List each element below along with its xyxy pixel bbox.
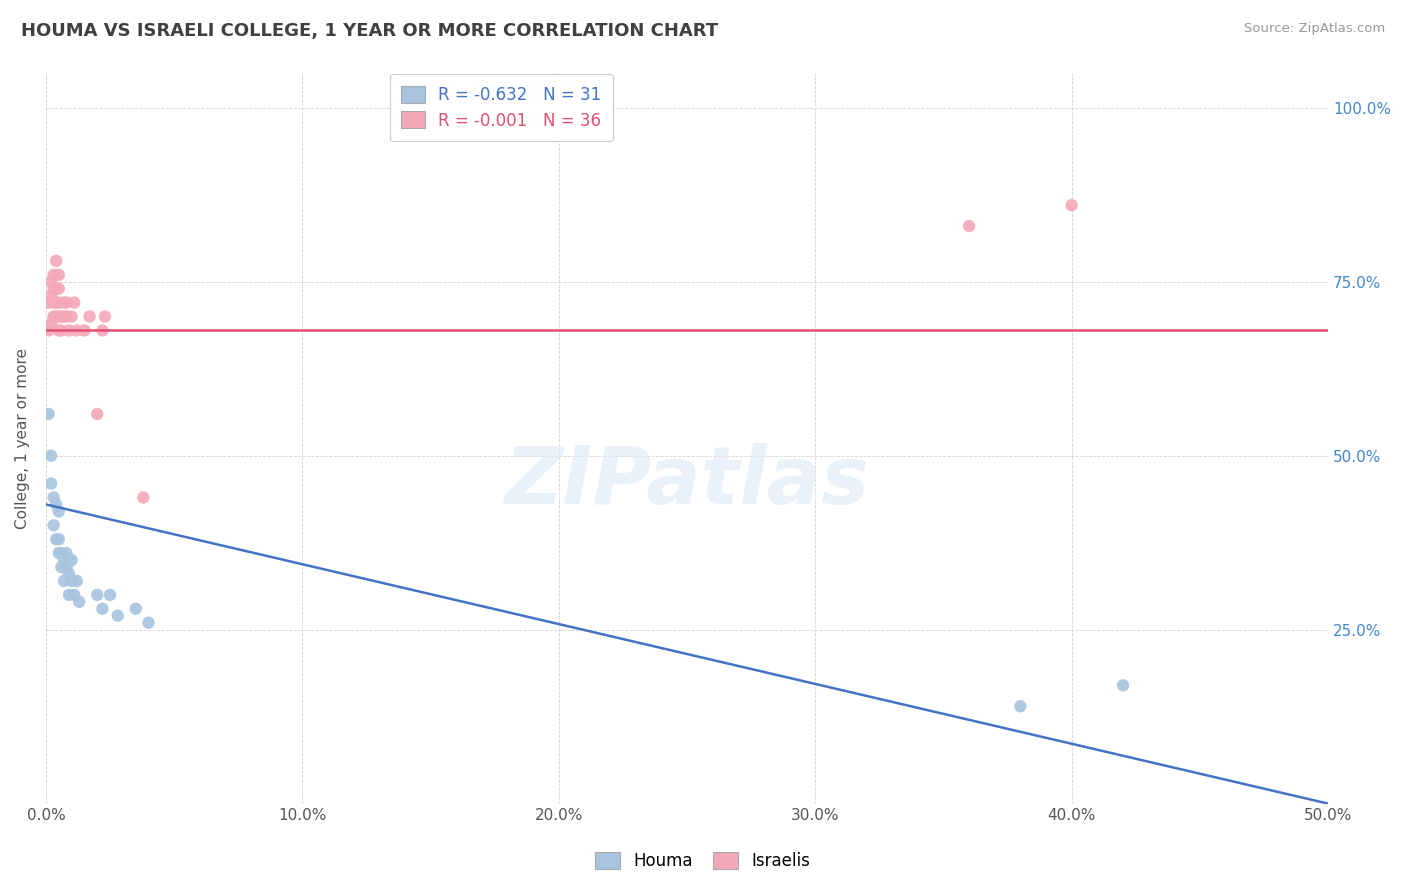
Point [42,268,65,282]
Point [55,546,77,560]
Point [42,491,65,505]
Point [39,449,62,463]
Point [42,518,65,533]
Point [91,323,114,337]
Point [45,295,67,310]
Point [42,310,65,324]
Point [58,588,80,602]
Point [48,504,70,518]
Point [58,566,80,581]
Point [63,295,86,310]
Point [39,288,62,302]
Point [45,282,67,296]
Point [138,615,160,630]
Y-axis label: College, 1 year or more: College, 1 year or more [15,348,30,529]
Point [51,310,73,324]
Point [86,588,108,602]
Point [52,310,75,324]
Point [1060,198,1083,212]
Point [52,295,75,310]
Text: Source: ZipAtlas.com: Source: ZipAtlas.com [1244,22,1385,36]
Point [94,310,117,324]
Text: HOUMA VS ISRAELI COLLEGE, 1 YEAR OR MORE CORRELATION CHART: HOUMA VS ISRAELI COLLEGE, 1 YEAR OR MORE… [21,22,718,40]
Point [91,601,114,615]
Point [51,560,73,574]
Point [67,595,90,609]
Point [39,317,62,331]
Point [45,310,67,324]
Point [42,295,65,310]
Point [86,407,108,421]
Point [38,407,60,421]
Point [42,282,65,296]
Point [48,310,70,324]
Point [63,588,86,602]
Point [52,574,75,588]
Point [73,323,96,337]
Point [52,553,75,567]
Point [38,295,60,310]
Point [48,546,70,560]
Point [48,323,70,337]
Point [48,282,70,296]
Point [66,574,89,588]
Point [45,253,67,268]
Point [125,601,148,615]
Point [132,491,155,505]
Text: ZIPatlas: ZIPatlas [505,443,869,521]
Point [55,295,77,310]
Point [1112,678,1135,692]
Point [39,275,62,289]
Point [45,497,67,511]
Point [79,310,101,324]
Point [55,310,77,324]
Point [51,546,73,560]
Point [45,532,67,546]
Point [1010,699,1032,714]
Point [51,323,73,337]
Point [957,219,980,233]
Point [60,574,83,588]
Point [48,268,70,282]
Point [58,323,80,337]
Legend: R = -0.632   N = 31, R = -0.001   N = 36: R = -0.632 N = 31, R = -0.001 N = 36 [389,74,613,141]
Point [48,532,70,546]
Point [60,310,83,324]
Point [38,323,60,337]
Point [60,553,83,567]
Point [55,560,77,574]
Point [98,588,121,602]
Point [39,476,62,491]
Point [66,323,89,337]
Point [48,295,70,310]
Legend: Houma, Israelis: Houma, Israelis [589,845,817,877]
Point [107,608,129,623]
